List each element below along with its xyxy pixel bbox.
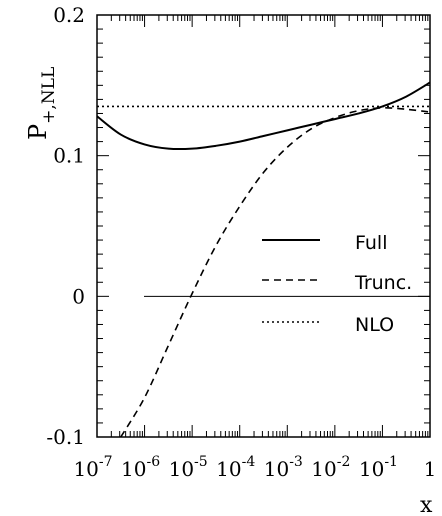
x-tick-label: 10-7: [73, 454, 112, 481]
series-layer: [97, 81, 430, 437]
x-tick-label: 1: [424, 457, 437, 481]
y-tick-label: 0.1: [53, 144, 85, 168]
x-tick-label-base: 10: [359, 457, 384, 481]
x-tick-label-base: 10: [311, 457, 336, 481]
series-line-full: [97, 81, 430, 151]
x-tick-label: 10-2: [311, 454, 350, 481]
x-tick-label: 10-5: [169, 454, 208, 481]
y-axis-label-subscript: +,NLL: [39, 67, 59, 124]
x-tick-label-exponent: -2: [337, 454, 351, 470]
x-tick-label-base: 10: [169, 457, 194, 481]
y-axis-label: P+,NLL: [24, 67, 59, 140]
legend-label: Full: [355, 232, 388, 254]
x-tick-label-base: 10: [216, 457, 241, 481]
x-tick-label: 10-6: [121, 454, 160, 481]
legend-label: Trunc.: [354, 272, 412, 294]
axis-ticks: [96, 14, 431, 438]
series-line-trunc: [120, 107, 430, 437]
x-tick-label-base: 10: [121, 457, 146, 481]
x-axis-label: x: [420, 493, 433, 516]
svg-text:P+,NLL: P+,NLL: [24, 67, 59, 140]
x-tick-label: 10-1: [359, 454, 398, 481]
y-tick-labels: -0.1 0 0.1 0.2: [46, 3, 85, 449]
x-tick-label-exponent: -7: [99, 454, 113, 470]
x-tick-label: 10-4: [216, 454, 255, 481]
x-tick-label-exponent: -1: [384, 454, 398, 470]
y-tick-label: 0.2: [53, 3, 85, 27]
x-tick-label-exponent: -4: [242, 454, 256, 470]
x-tick-label-base: 1: [424, 457, 437, 481]
x-tick-label-base: 10: [73, 457, 98, 481]
legend-label: NLO: [355, 314, 394, 336]
y-axis-label-main: P: [24, 124, 52, 140]
x-tick-label-exponent: -3: [289, 454, 303, 470]
y-tick-label: 0: [72, 284, 85, 308]
y-tick-label: -0.1: [46, 425, 85, 449]
x-tick-label-exponent: -6: [146, 454, 160, 470]
plot-frame: [96, 14, 431, 438]
x-tick-label-base: 10: [264, 457, 289, 481]
x-tick-labels: 10-7 10-6 10-5 10-4 10-3 10-2 10-1 1: [73, 454, 436, 481]
legend: Full Trunc. NLO: [262, 232, 412, 336]
x-tick-label: 10-3: [264, 454, 303, 481]
x-tick-label-exponent: -5: [194, 454, 208, 470]
